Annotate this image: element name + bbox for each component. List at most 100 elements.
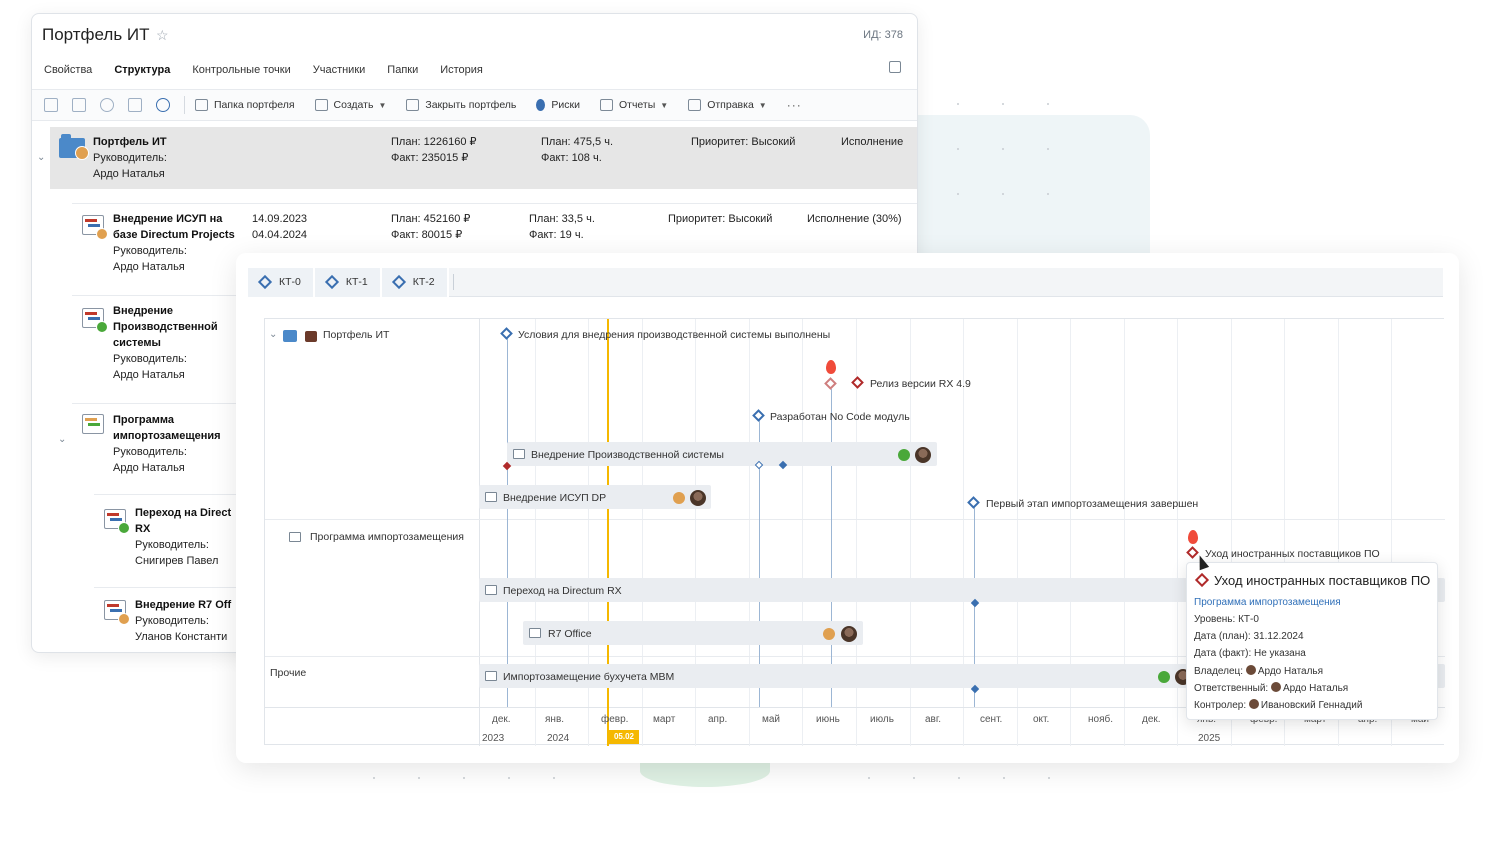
status-dot bbox=[1158, 671, 1170, 683]
tab-history[interactable]: История bbox=[440, 64, 483, 76]
group-label-other: Прочие bbox=[270, 667, 307, 679]
month-label: авг. bbox=[925, 714, 942, 725]
milestone-marker[interactable] bbox=[752, 409, 765, 422]
project-row-name[interactable]: Внедрение Производственной системы Руков… bbox=[113, 305, 218, 381]
send-button[interactable]: Отправка ▼ bbox=[688, 99, 767, 111]
task-label: R7 Office bbox=[548, 628, 592, 640]
close-portfolio-icon bbox=[406, 99, 420, 111]
tab-properties[interactable]: Свойства bbox=[44, 64, 93, 76]
today-line bbox=[607, 319, 609, 746]
save-all-icon[interactable] bbox=[72, 98, 86, 112]
fire-icon bbox=[1188, 530, 1198, 544]
background-shape bbox=[900, 115, 1150, 255]
month-label: февр. bbox=[601, 714, 629, 725]
favorite-star-icon[interactable]: ☆ bbox=[156, 27, 169, 43]
tab-folders[interactable]: Папки bbox=[387, 64, 419, 76]
tooltip-title: Уход иностранных поставщиков ПО bbox=[1214, 573, 1431, 588]
project-row-status: Исполнение (30%) bbox=[807, 213, 902, 225]
year-label: 2023 bbox=[482, 733, 505, 744]
milestone-label: Условия для внедрения производственной с… bbox=[518, 329, 831, 341]
today-marker: 05.02 bbox=[609, 730, 639, 744]
month-label: нояб. bbox=[1088, 714, 1114, 725]
kt-0-button[interactable]: КТ-0 bbox=[248, 267, 315, 297]
avatar bbox=[841, 626, 857, 642]
month-label: дек. bbox=[1142, 714, 1161, 725]
create-button[interactable]: Создать ▼ bbox=[314, 99, 386, 111]
program-row-name[interactable]: Программа импортозамещения Руководитель:… bbox=[113, 414, 221, 474]
month-label: окт. bbox=[1033, 714, 1050, 725]
portfolio-folder-icon bbox=[59, 134, 89, 160]
project-row-name[interactable]: Внедрение ИСУП на базе Directum Projects… bbox=[113, 213, 235, 273]
milestone-icon bbox=[1194, 572, 1210, 588]
project-icon bbox=[529, 628, 541, 638]
kt-2-button[interactable]: КТ-2 bbox=[381, 267, 449, 297]
chevron-down-icon: ▼ bbox=[660, 100, 669, 110]
tooltip-owner: Владелец: Ардо Наталья bbox=[1194, 665, 1324, 677]
tooltip-plan-date: Дата (план): 31.12.2024 bbox=[1194, 631, 1304, 642]
year-label: 2024 bbox=[547, 733, 570, 744]
milestone-marker[interactable] bbox=[824, 377, 837, 390]
copy-icon[interactable] bbox=[128, 98, 142, 112]
avatar bbox=[1245, 665, 1256, 675]
project-row-name[interactable]: Переход на Direct RX Руководитель: Сниги… bbox=[135, 507, 232, 567]
month-label: июль bbox=[870, 714, 894, 725]
chevron-down-icon[interactable]: ⌄ bbox=[58, 434, 67, 445]
tooltip-program-link[interactable]: Программа импортозамещения bbox=[1194, 597, 1341, 608]
month-label: июнь bbox=[816, 714, 840, 725]
month-label: сент. bbox=[980, 714, 1003, 725]
status-dot bbox=[898, 449, 910, 461]
kt-1-button[interactable]: КТ-1 bbox=[314, 267, 382, 297]
fire-icon bbox=[826, 360, 836, 374]
tab-participants[interactable]: Участники bbox=[312, 64, 366, 76]
project-row-priority: Приоритет: Высокий bbox=[668, 213, 773, 225]
chevron-down-icon[interactable]: ⌄ bbox=[269, 329, 278, 340]
task-label: Импортозамещение бухучета MBM bbox=[503, 671, 675, 683]
send-icon bbox=[688, 99, 702, 111]
milestone-label: Первый этап импортозамещения завершен bbox=[986, 498, 1199, 510]
tab-structure[interactable]: Структура bbox=[114, 64, 171, 76]
milestone-marker[interactable] bbox=[967, 496, 980, 509]
month-label: апр. bbox=[708, 714, 728, 725]
avatar bbox=[1248, 699, 1259, 709]
chevron-down-icon: ▼ bbox=[758, 100, 767, 110]
portfolio-folder-button[interactable]: Папка портфеля bbox=[195, 99, 295, 111]
more-menu-icon[interactable]: ··· bbox=[786, 98, 802, 112]
refresh-icon[interactable] bbox=[156, 98, 170, 112]
tooltip-fact-date: Дата (факт): Не указана bbox=[1194, 648, 1306, 659]
toolbar-divider bbox=[452, 274, 454, 290]
project-row-name[interactable]: Внедрение R7 Off Руководитель: Уланов Ко… bbox=[135, 599, 232, 643]
milestone-label: Уход иностранных поставщиков ПО bbox=[1205, 548, 1380, 560]
portfolio-row-name: Портфель ИТ Руководитель: Ардо Наталья bbox=[93, 136, 167, 180]
milestone-marker[interactable] bbox=[500, 327, 513, 340]
project-icon bbox=[104, 509, 130, 534]
task-label: Переход на Directum RX bbox=[503, 585, 622, 597]
save-icon[interactable] bbox=[44, 98, 58, 112]
close-portfolio-button[interactable]: Закрыть портфель bbox=[406, 99, 516, 111]
milestone-tooltip: Уход иностранных поставщиков ПО Программ… bbox=[1186, 562, 1438, 720]
task-bar[interactable] bbox=[507, 442, 937, 466]
group-label-program: Программа импортозамещения bbox=[310, 531, 464, 543]
portfolio-row-hours: План: 475,5 ч. Факт: 108 ч. bbox=[541, 136, 613, 164]
year-label: 2025 bbox=[1198, 733, 1221, 744]
month-label: май bbox=[762, 714, 781, 725]
undo-icon[interactable] bbox=[100, 98, 114, 112]
selected-row[interactable] bbox=[50, 127, 917, 189]
portfolio-row-priority: Приоритет: Высокий bbox=[691, 136, 796, 148]
tooltip-controller: Контролер: Ивановский Геннадий bbox=[1194, 699, 1363, 711]
milestone-marker[interactable] bbox=[851, 376, 864, 389]
month-label: янв. bbox=[545, 714, 565, 725]
avatar bbox=[690, 490, 706, 506]
tab-checkpoints[interactable]: Контрольные точки bbox=[192, 64, 291, 76]
risks-button[interactable]: Риски bbox=[536, 99, 580, 111]
portfolio-folder-icon bbox=[283, 330, 297, 342]
chevron-down-icon[interactable]: ⌄ bbox=[37, 152, 46, 163]
task-bar[interactable] bbox=[479, 485, 711, 509]
task-bar[interactable] bbox=[523, 621, 863, 645]
status-dot bbox=[823, 628, 835, 640]
reports-button[interactable]: Отчеты ▼ bbox=[599, 99, 669, 111]
reports-icon bbox=[599, 99, 613, 111]
project-icon bbox=[82, 308, 108, 333]
project-icon bbox=[104, 600, 130, 625]
record-id: ИД: 378 bbox=[863, 29, 903, 41]
open-external-icon[interactable] bbox=[889, 61, 901, 73]
